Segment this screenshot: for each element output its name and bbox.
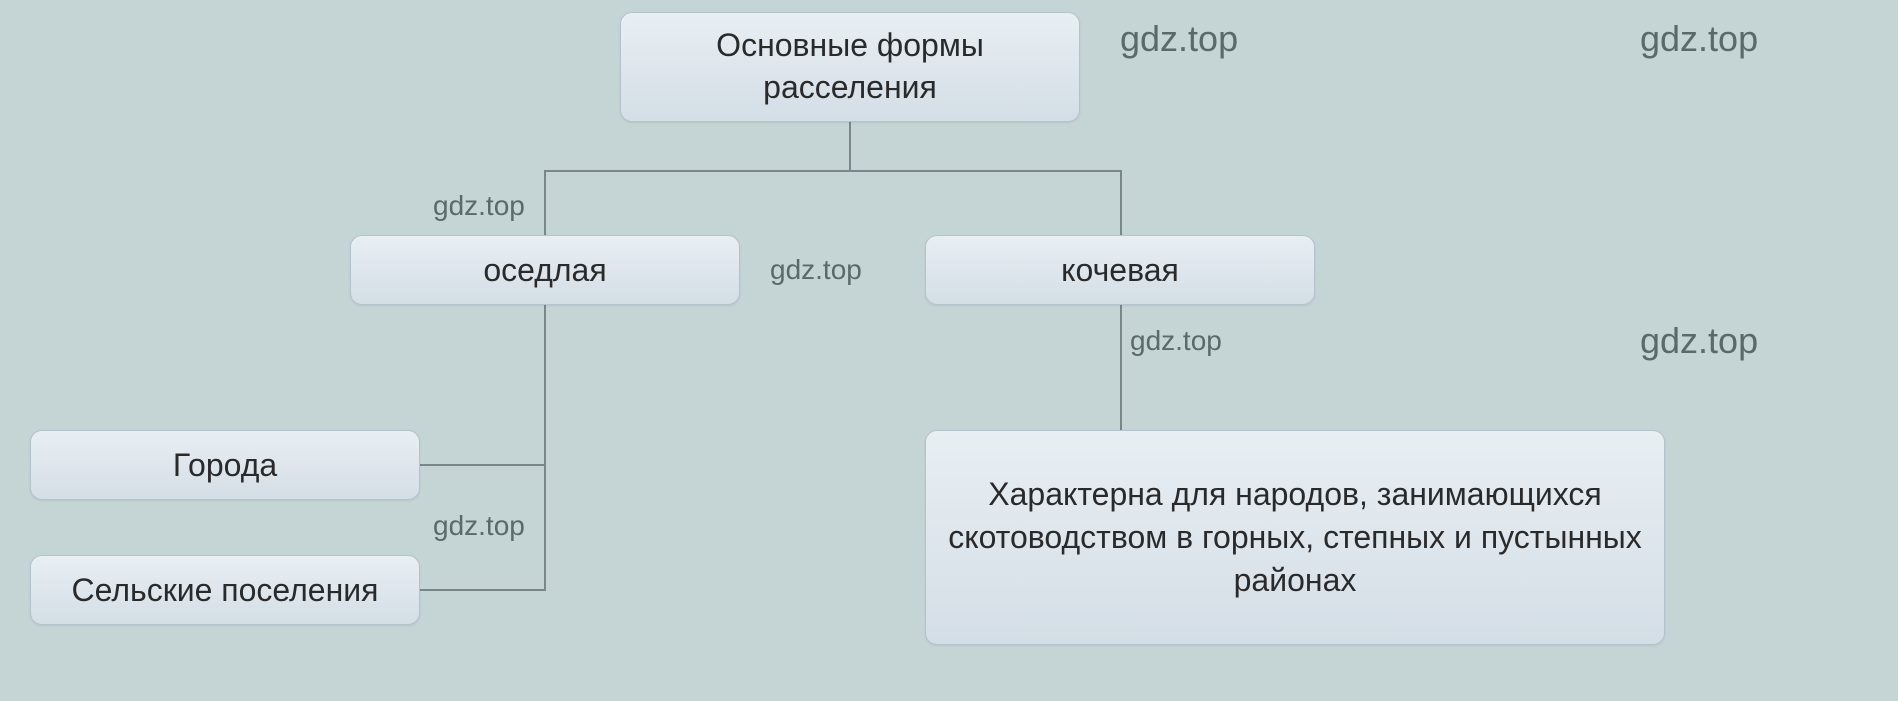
- connector-to-rural: [420, 589, 546, 591]
- node-rural-text: Сельские поселения: [72, 572, 379, 609]
- connector-to-sedentary: [544, 170, 546, 235]
- watermark-7: gdz.top: [433, 510, 525, 542]
- connector-sedentary-down: [544, 305, 546, 590]
- node-root-text: Основные формы расселения: [641, 25, 1059, 108]
- node-cities: Города: [30, 430, 420, 500]
- connector-to-nomadic: [1120, 170, 1122, 235]
- connector-to-cities: [420, 464, 546, 466]
- node-nomadic: кочевая: [925, 235, 1315, 305]
- node-nomadic-desc-text: Характерна для народов, занимающихся ско…: [946, 473, 1644, 603]
- watermark-3: gdz.top: [433, 190, 525, 222]
- watermark-1: gdz.top: [1120, 18, 1238, 60]
- watermark-4: gdz.top: [770, 254, 862, 286]
- node-sedentary: оседлая: [350, 235, 740, 305]
- watermark-6: gdz.top: [1640, 320, 1758, 362]
- watermark-5: gdz.top: [1130, 325, 1222, 357]
- node-nomadic-desc: Характерна для народов, занимающихся ско…: [925, 430, 1665, 645]
- connector-root-horiz: [544, 170, 1122, 172]
- node-cities-text: Города: [173, 447, 277, 484]
- connector-nomadic-down: [1120, 305, 1122, 430]
- node-rural: Сельские поселения: [30, 555, 420, 625]
- node-root: Основные формы расселения: [620, 12, 1080, 122]
- node-sedentary-text: оседлая: [483, 252, 606, 289]
- watermark-2: gdz.top: [1640, 18, 1758, 60]
- node-nomadic-text: кочевая: [1061, 252, 1179, 289]
- connector-root-down: [849, 122, 851, 172]
